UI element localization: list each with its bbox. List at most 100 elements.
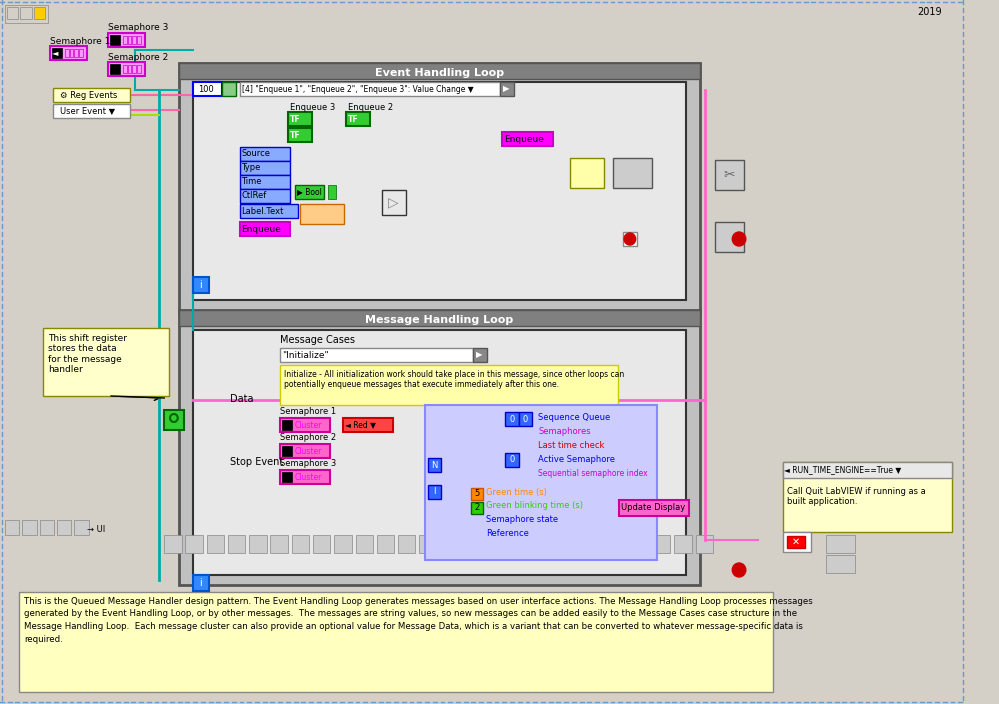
Text: Enqueue 3: Enqueue 3 bbox=[290, 103, 335, 111]
Text: 2: 2 bbox=[475, 503, 480, 513]
Text: Green time (s): Green time (s) bbox=[486, 487, 546, 496]
Text: Reference: Reference bbox=[486, 529, 528, 539]
Bar bbox=[5, 5, 48, 23]
Bar bbox=[282, 472, 292, 482]
Text: ▶: ▶ bbox=[477, 351, 483, 360]
Text: i: i bbox=[200, 280, 203, 290]
Bar bbox=[472, 488, 484, 500]
Text: CtlRef: CtlRef bbox=[242, 191, 267, 201]
Text: ◄ RUN_TIME_ENGINE==True ▼: ◄ RUN_TIME_ENGINE==True ▼ bbox=[784, 465, 902, 474]
Bar bbox=[240, 189, 290, 203]
Bar bbox=[398, 535, 416, 553]
Text: TF: TF bbox=[290, 130, 301, 139]
Text: Type: Type bbox=[242, 163, 261, 172]
Text: Green blinking time (s): Green blinking time (s) bbox=[486, 501, 583, 510]
Text: Cluster: Cluster bbox=[295, 446, 322, 455]
Circle shape bbox=[732, 232, 746, 246]
Bar bbox=[346, 112, 370, 126]
Bar bbox=[623, 232, 636, 246]
Text: Message Cases: Message Cases bbox=[280, 335, 356, 345]
Text: Cluster: Cluster bbox=[295, 420, 322, 429]
Bar bbox=[228, 535, 246, 553]
Bar bbox=[782, 462, 952, 532]
Bar bbox=[132, 36, 136, 44]
Text: N: N bbox=[432, 460, 438, 470]
Bar bbox=[343, 418, 394, 432]
Text: "Initialize": "Initialize" bbox=[282, 351, 329, 360]
Bar bbox=[123, 36, 127, 44]
Bar bbox=[518, 412, 532, 426]
Bar bbox=[193, 575, 209, 591]
Bar bbox=[329, 185, 337, 199]
Text: Enqueue: Enqueue bbox=[504, 134, 544, 144]
Text: Semaphore state: Semaphore state bbox=[486, 515, 558, 524]
Circle shape bbox=[732, 563, 746, 577]
Bar bbox=[619, 500, 688, 516]
Bar bbox=[193, 330, 686, 575]
Bar bbox=[502, 132, 552, 146]
Text: 0: 0 bbox=[522, 415, 528, 424]
Bar bbox=[613, 158, 652, 188]
Bar bbox=[782, 532, 811, 552]
Bar bbox=[787, 536, 805, 548]
Bar bbox=[425, 405, 657, 560]
Bar bbox=[240, 204, 298, 218]
Bar bbox=[79, 49, 83, 57]
Bar bbox=[34, 7, 45, 19]
Bar bbox=[280, 418, 331, 432]
Text: Semaphore 3: Semaphore 3 bbox=[108, 23, 169, 32]
Bar bbox=[240, 222, 290, 236]
Bar bbox=[782, 462, 952, 478]
Bar bbox=[240, 82, 500, 96]
Bar bbox=[313, 535, 331, 553]
Text: This is the Queued Message Handler design pattern. The Event Handling Loop gener: This is the Queued Message Handler desig… bbox=[24, 597, 813, 643]
Text: [4] "Enqueue 1", "Enqueue 2", "Enqueue 3": Value Change ▼: [4] "Enqueue 1", "Enqueue 2", "Enqueue 3… bbox=[242, 84, 474, 94]
Text: This shift register
stores the data
for the message
handler: This shift register stores the data for … bbox=[48, 334, 127, 375]
Text: Message Handling Loop: Message Handling Loop bbox=[366, 315, 513, 325]
Bar bbox=[123, 65, 127, 73]
Bar bbox=[674, 535, 691, 553]
Bar bbox=[164, 535, 182, 553]
Text: Sequential semaphore index: Sequential semaphore index bbox=[538, 470, 647, 479]
Text: Initialize - All initialization work should take place in this message, since ot: Initialize - All initialization work sho… bbox=[284, 370, 624, 379]
Bar bbox=[74, 520, 89, 535]
Text: Update Display: Update Display bbox=[621, 503, 685, 513]
Text: Time: Time bbox=[242, 177, 262, 187]
Text: ✂: ✂ bbox=[723, 168, 735, 182]
Bar bbox=[280, 444, 331, 458]
Bar bbox=[282, 446, 292, 456]
Bar bbox=[428, 485, 442, 499]
Bar bbox=[335, 535, 352, 553]
Bar bbox=[53, 104, 131, 118]
Bar bbox=[280, 365, 618, 405]
Bar bbox=[128, 65, 132, 73]
Bar bbox=[193, 82, 222, 96]
Text: Sequence Queue: Sequence Queue bbox=[538, 413, 610, 422]
Bar bbox=[505, 412, 518, 426]
Bar bbox=[249, 535, 267, 553]
Text: Active Semaphore: Active Semaphore bbox=[538, 455, 615, 465]
Bar bbox=[53, 88, 131, 102]
Text: Semaphore 2: Semaphore 2 bbox=[108, 53, 169, 61]
Bar bbox=[50, 46, 87, 60]
Bar bbox=[164, 410, 184, 430]
Text: Event Handling Loop: Event Handling Loop bbox=[375, 68, 504, 78]
Text: Semaphore 2: Semaphore 2 bbox=[280, 434, 337, 443]
Bar bbox=[653, 535, 670, 553]
Bar bbox=[377, 535, 395, 553]
Text: Stop Event: Stop Event bbox=[230, 457, 283, 467]
Text: Data: Data bbox=[230, 394, 254, 404]
Bar bbox=[22, 520, 37, 535]
Bar bbox=[382, 190, 406, 215]
Bar bbox=[288, 112, 312, 126]
Bar bbox=[282, 420, 292, 430]
Text: → UI: → UI bbox=[87, 524, 105, 534]
Text: Enqueue: Enqueue bbox=[242, 225, 282, 234]
Text: Semaphore 1: Semaphore 1 bbox=[50, 37, 111, 46]
Bar bbox=[292, 535, 309, 553]
Bar bbox=[428, 458, 442, 472]
Bar bbox=[504, 535, 521, 553]
Bar bbox=[589, 535, 606, 553]
Bar bbox=[484, 535, 500, 553]
Bar bbox=[40, 520, 54, 535]
